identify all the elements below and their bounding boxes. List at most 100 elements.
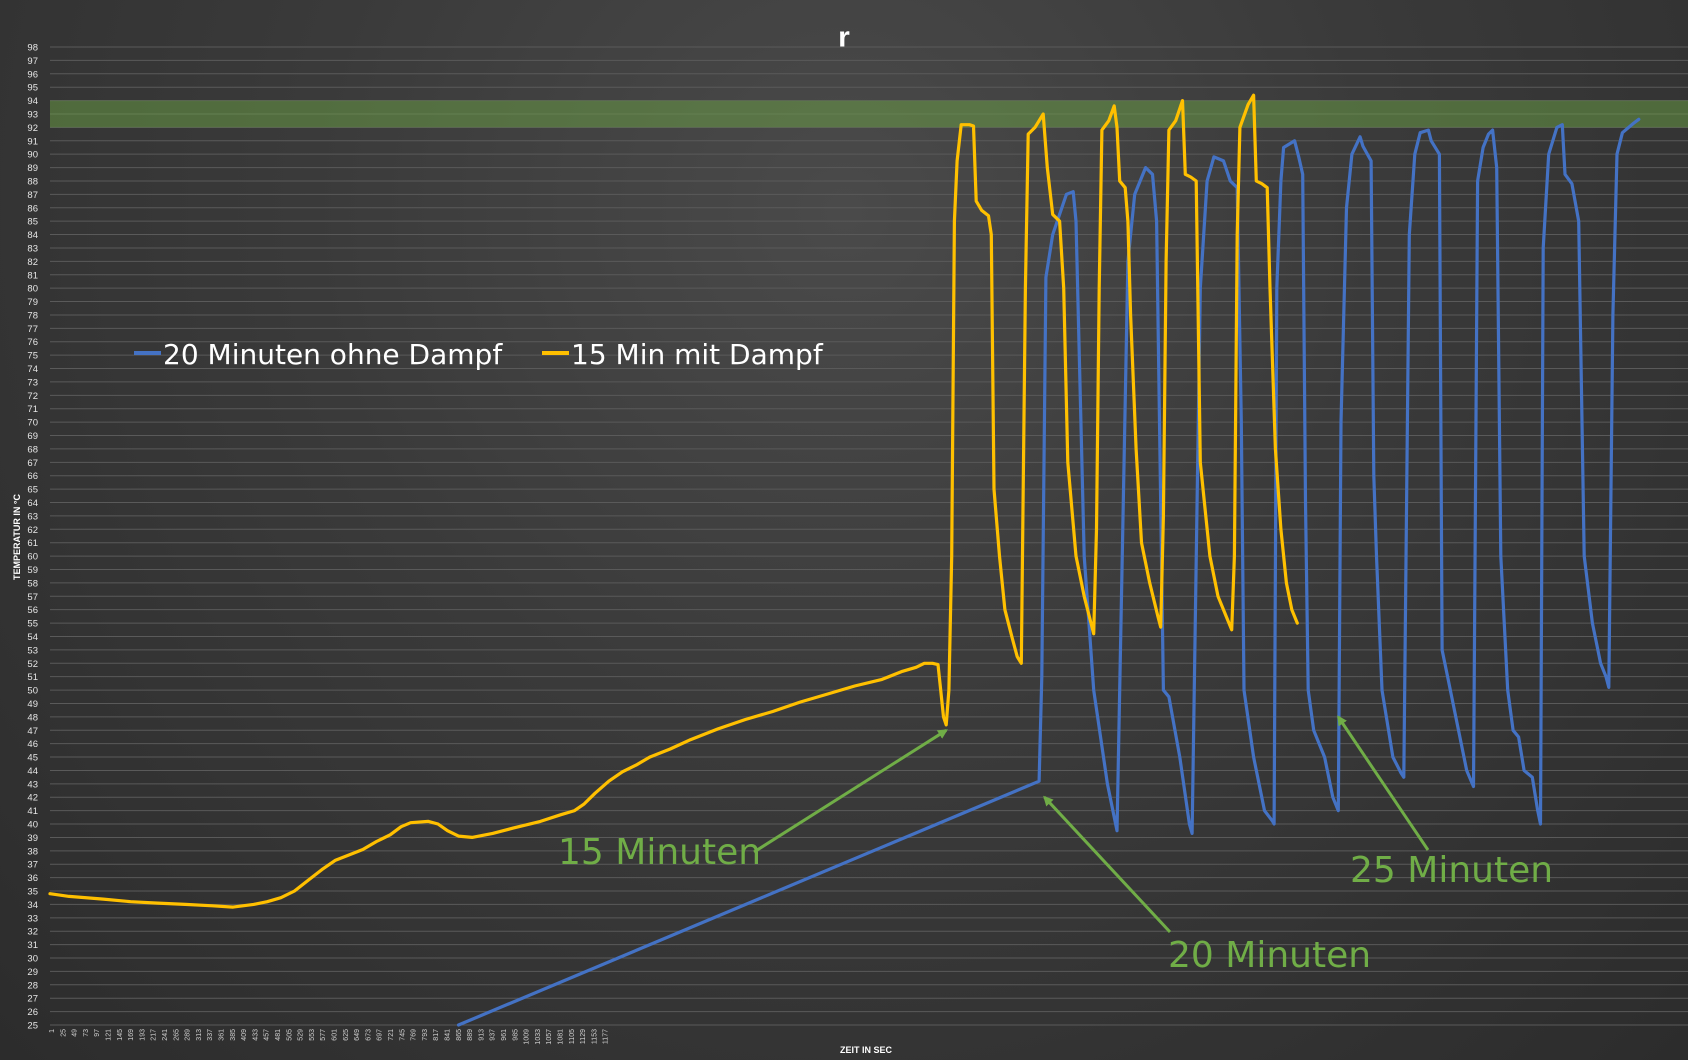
y-tick-label: 77 [27, 324, 38, 335]
x-tick-label: 793 [422, 1029, 429, 1041]
annotation-arrow-25-minuten [1337, 715, 1430, 851]
x-tick-label: 1009 [524, 1029, 531, 1045]
y-tick-label: 92 [27, 123, 38, 134]
annotation-arrow-15-minuten [753, 729, 948, 854]
chart-title: r [838, 21, 850, 54]
y-tick-label: 96 [27, 69, 38, 80]
x-tick-label: 769 [411, 1029, 418, 1041]
y-tick-label: 74 [27, 364, 38, 375]
y-tick-label: 34 [27, 900, 38, 911]
target-temperature-band [50, 100, 1688, 128]
y-tick-label: 44 [27, 766, 38, 777]
gridlines [50, 46, 1688, 1026]
y-tick-label: 25 [27, 1021, 38, 1032]
annotations: 15 Minuten 20 Minuten 25 Minuten [558, 715, 1553, 976]
y-tick-label: 81 [27, 270, 38, 281]
x-tick-label: 409 [241, 1029, 248, 1041]
x-tick-label: 481 [275, 1029, 282, 1041]
y-tick-label: 48 [27, 712, 38, 723]
y-tick-label: 82 [27, 257, 38, 268]
annotation-25-minuten: 25 Minuten [1350, 850, 1553, 891]
x-tick-label: 313 [196, 1029, 203, 1041]
y-tick-label: 63 [27, 511, 38, 522]
y-tick-label: 31 [27, 940, 38, 951]
x-axis-label: ZEIT IN SEC [840, 1045, 893, 1055]
y-tick-label: 46 [27, 739, 38, 750]
y-tick-label: 72 [27, 391, 38, 402]
y-tick-label: 90 [27, 150, 38, 161]
y-tick-label: 78 [27, 310, 38, 321]
x-tick-label: 1033 [535, 1029, 542, 1045]
y-tick-label: 88 [27, 176, 38, 187]
x-tick-label: 841 [445, 1029, 452, 1041]
y-tick-label: 57 [27, 592, 38, 603]
series-lines [48, 93, 1641, 1027]
x-tick-label: 505 [286, 1029, 293, 1041]
y-tick-label: 53 [27, 645, 38, 656]
x-tick-label: 745 [399, 1029, 406, 1041]
y-tick-label: 70 [27, 418, 38, 429]
y-tick-label: 28 [27, 980, 38, 991]
x-tick-label: 913 [478, 1029, 485, 1041]
y-tick-label: 27 [27, 994, 38, 1005]
y-tick-label: 64 [27, 498, 38, 509]
x-tick-label: 553 [309, 1029, 316, 1041]
y-tick-label: 37 [27, 860, 38, 871]
y-tick-label: 87 [27, 190, 38, 201]
y-tick-label: 42 [27, 793, 38, 804]
y-tick-label: 83 [27, 243, 38, 254]
y-tick-label: 62 [27, 525, 38, 536]
x-tick-label: 337 [207, 1029, 214, 1041]
y-tick-label: 80 [27, 284, 38, 295]
y-tick-label: 51 [27, 672, 38, 683]
x-tick-label: 1177 [603, 1029, 610, 1044]
x-tick-label: 1 [49, 1029, 56, 1033]
y-tick-label: 36 [27, 873, 38, 884]
y-tick-label: 61 [27, 538, 38, 549]
x-tick-label: 241 [162, 1029, 169, 1041]
x-tick-label: 625 [343, 1029, 350, 1041]
x-tick-label: 457 [264, 1029, 271, 1041]
x-tick-label: 865 [456, 1029, 463, 1041]
x-tick-label: 649 [354, 1029, 361, 1041]
y-axis-ticks: 25 26 27 28 29 30 31 32 33 34 35 36 37 38 39 40 41 42 43 44… [27, 43, 38, 1032]
y-tick-label: 73 [27, 377, 38, 388]
y-tick-label: 93 [27, 109, 38, 120]
y-tick-label: 91 [27, 136, 38, 147]
x-tick-label: 817 [433, 1029, 440, 1041]
x-tick-label: 169 [128, 1029, 135, 1041]
x-tick-label: 985 [512, 1029, 519, 1041]
y-tick-label: 68 [27, 444, 38, 455]
x-tick-label: 193 [139, 1029, 146, 1041]
y-tick-label: 75 [27, 351, 38, 362]
y-tick-label: 94 [27, 96, 38, 107]
y-tick-label: 30 [27, 954, 38, 965]
x-tick-label: 385 [230, 1029, 237, 1041]
y-tick-label: 41 [27, 806, 38, 817]
y-tick-label: 69 [27, 431, 38, 442]
y-tick-label: 85 [27, 217, 38, 228]
y-tick-label: 29 [27, 967, 38, 978]
series-line-15-min [48, 93, 1299, 909]
x-tick-label: 265 [173, 1029, 180, 1041]
x-tick-label: 289 [185, 1029, 192, 1041]
y-tick-label: 26 [27, 1007, 38, 1018]
legend-label-15-min: 15 Min mit Dampf [571, 338, 824, 371]
y-tick-label: 43 [27, 779, 38, 790]
x-axis-ticks: 1 25 49 73 97 121 145 169 193 217 241 265 289 313 337 3… [49, 1029, 610, 1045]
x-tick-label: 673 [365, 1029, 372, 1041]
x-tick-label: 1105 [569, 1029, 576, 1044]
x-tick-label: 121 [106, 1029, 113, 1041]
series-line-20-minuten [456, 117, 1641, 1027]
y-tick-label: 33 [27, 913, 38, 924]
y-tick-label: 95 [27, 83, 38, 94]
y-tick-label: 84 [27, 230, 38, 241]
annotation-arrow-20-minuten [1043, 795, 1172, 934]
y-tick-label: 40 [27, 820, 38, 831]
x-tick-label: 25 [60, 1029, 67, 1037]
y-tick-label: 54 [27, 632, 38, 643]
x-tick-label: 961 [501, 1029, 508, 1041]
y-tick-label: 65 [27, 485, 38, 496]
y-tick-label: 35 [27, 887, 38, 898]
